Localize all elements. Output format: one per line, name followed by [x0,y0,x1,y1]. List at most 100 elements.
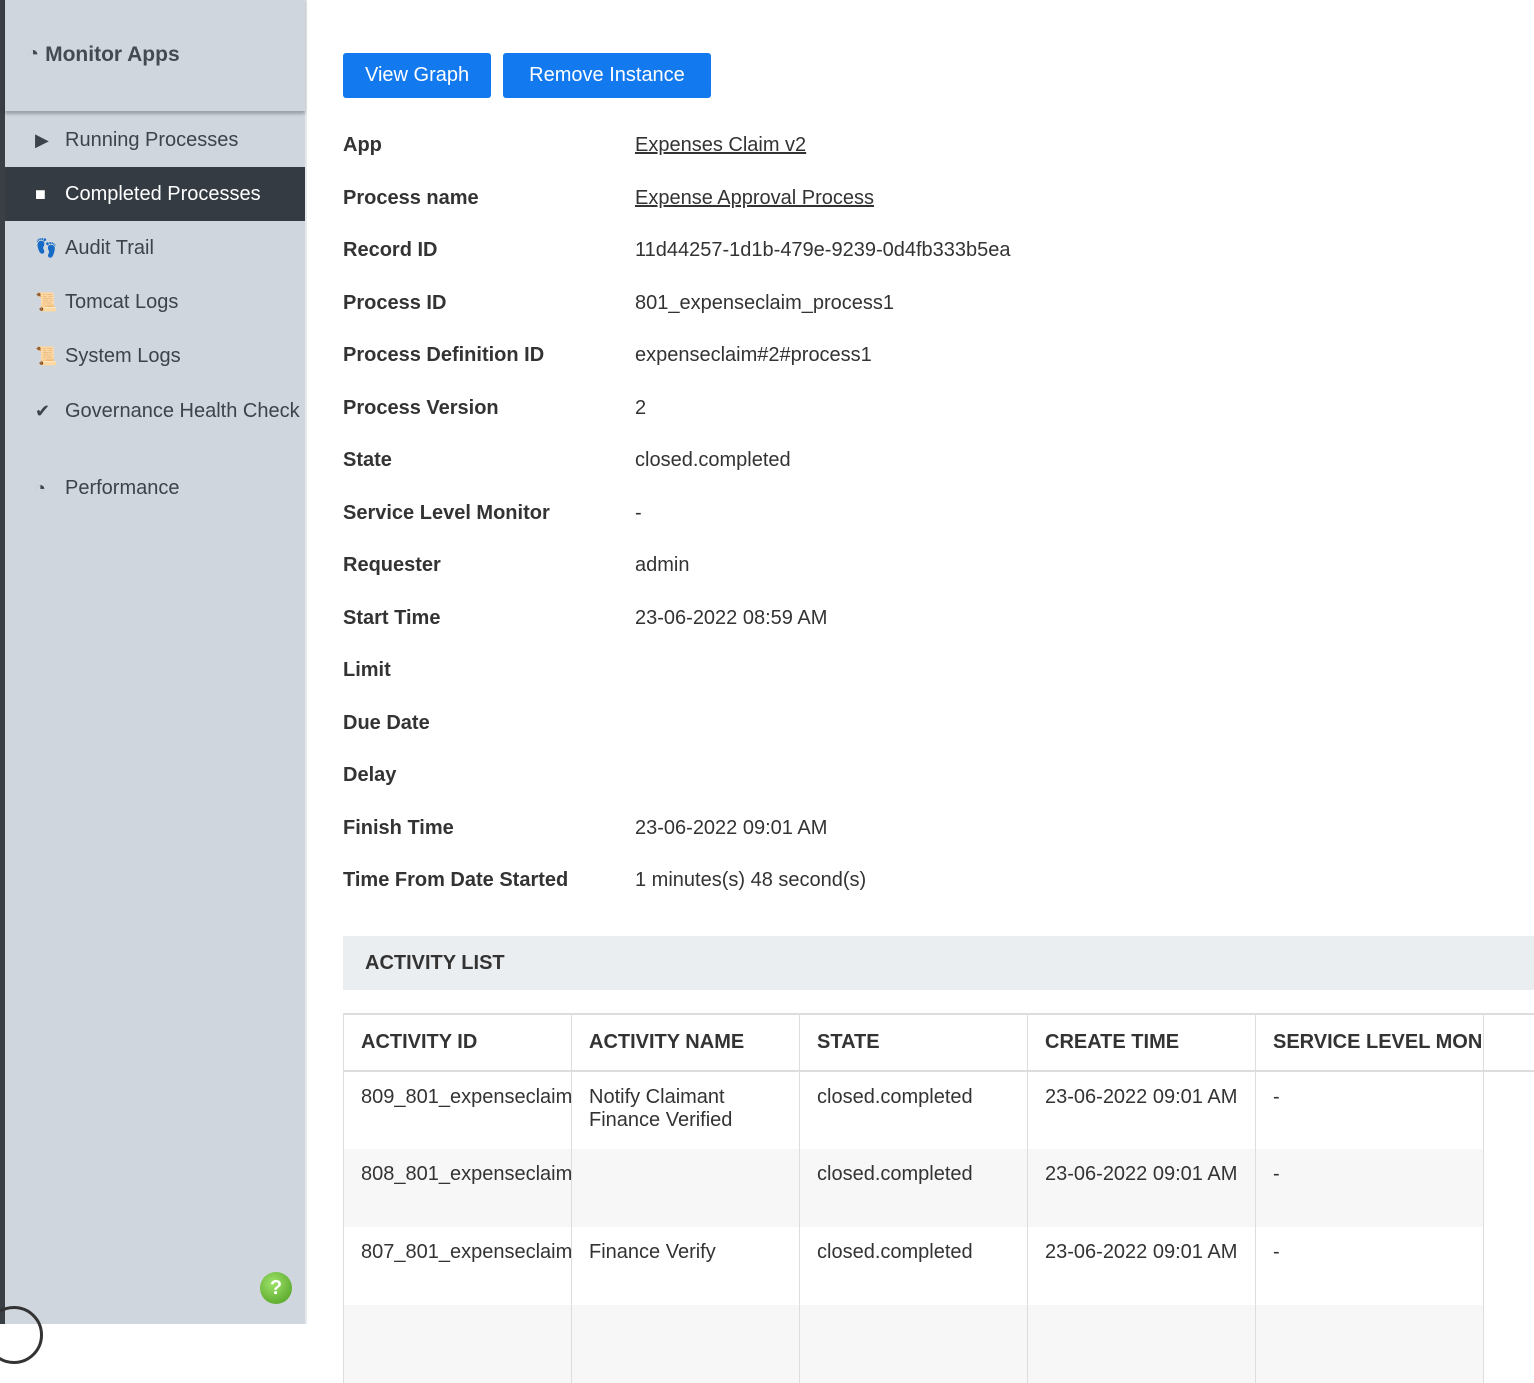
detail-value: closed.completed [635,449,791,472]
sidebar-item-completed-processes[interactable]: ■Completed Processes [5,167,305,221]
table-cell-spacer [1484,1071,1534,1149]
gauge-icon: ◔ [27,43,39,66]
scroll-icon: 📜 [35,290,65,314]
detail-label: State [343,449,392,472]
table-cell [572,1149,800,1227]
view-graph-button[interactable]: View Graph [343,53,491,98]
detail-label: Record ID [343,239,437,262]
detail-row: Requester admin [343,554,1343,584]
table-cell: closed.completed [800,1227,1028,1305]
table-row[interactable] [344,1305,1534,1383]
detail-value: 2 [635,397,646,420]
table-cell: closed.completed [800,1149,1028,1227]
detail-label: Finish Time [343,817,454,840]
column-header[interactable]: CREATE TIME [1028,1014,1256,1071]
detail-label: Service Level Monitor [343,502,550,525]
table-cell: 23-06-2022 09:01 AM [1028,1227,1256,1305]
detail-row: Limit [343,659,1343,689]
detail-link[interactable]: Expense Approval Process [635,187,874,210]
circle-icon [0,1306,43,1364]
column-header[interactable]: SERVICE LEVEL MON [1256,1014,1484,1071]
stop-icon: ■ [35,182,65,206]
detail-label: Requester [343,554,441,577]
footprints-icon: 👣 [35,236,65,260]
detail-row: Process ID 801_expenseclaim_process1 [343,292,1343,322]
detail-row: Finish Time 23-06-2022 09:01 AM [343,817,1343,847]
detail-row: App Expenses Claim v2 [343,134,1343,164]
table-cell [344,1305,572,1383]
detail-label: Limit [343,659,391,682]
check-circle-icon: ✔ [35,399,65,423]
sidebar-item-performance[interactable]: ◔Performance [5,461,305,515]
table-cell: closed.completed [800,1071,1028,1149]
sidebar-item-label: Tomcat Logs [65,290,178,314]
activity-list-header: ACTIVITY LIST [343,936,1534,990]
sidebar-item-governance-health-check[interactable]: ✔Governance Health Check [5,383,305,461]
play-icon: ▶ [35,128,65,152]
gauge-icon: ◔ [35,476,65,500]
table-cell [1028,1305,1256,1383]
detail-row: Record ID 11d44257-1d1b-479e-9239-0d4fb33… [343,239,1343,269]
detail-label: Due Date [343,712,430,735]
column-header[interactable]: ACTIVITY ID [344,1014,572,1071]
detail-row: Service Level Monitor - [343,502,1343,532]
detail-label: Process name [343,187,479,210]
sidebar-item-label: Governance Health Check [65,399,300,423]
detail-link[interactable]: Expenses Claim v2 [635,134,806,157]
detail-label: Process Version [343,397,499,420]
table-cell [1256,1305,1484,1383]
table-cell-spacer [1484,1149,1534,1227]
table-cell: 808_801_expenseclaim [344,1149,572,1227]
detail-label: App [343,134,382,157]
sidebar-item-system-logs[interactable]: 📜System Logs [5,329,305,383]
scroll-icon: 📜 [35,344,65,368]
detail-label: Process ID [343,292,446,315]
table-cell: - [1256,1071,1484,1149]
table-cell: 23-06-2022 09:01 AM [1028,1149,1256,1227]
detail-label: Start Time [343,607,440,630]
detail-row: Process name Expense Approval Process [343,187,1343,217]
table-cell: Notify Claimant Finance Verified [572,1071,800,1149]
detail-row: Delay [343,764,1343,794]
table-cell: Finance Verify [572,1227,800,1305]
detail-label: Time From Date Started [343,869,568,892]
detail-row: Start Time 23-06-2022 08:59 AM [343,607,1343,637]
remove-instance-button[interactable]: Remove Instance [503,53,711,98]
sidebar-item-running-processes[interactable]: ▶Running Processes [5,113,305,167]
column-header[interactable]: STATE [800,1014,1028,1071]
detail-value: expenseclaim#2#process1 [635,344,872,367]
sidebar-item-audit-trail[interactable]: 👣Audit Trail [5,221,305,275]
detail-value: 23-06-2022 09:01 AM [635,817,827,840]
sidebar-item-label: Audit Trail [65,236,154,260]
sidebar-item-label: Running Processes [65,128,238,152]
detail-value: 801_expenseclaim_process1 [635,292,894,315]
detail-row: Due Date [343,712,1343,742]
detail-value: - [635,502,642,525]
column-header[interactable]: ACTIVITY NAME [572,1014,800,1071]
sidebar-item-label: Completed Processes [65,182,261,206]
column-header-spacer [1484,1014,1534,1071]
table-cell-spacer [1484,1227,1534,1305]
sidebar-item-tomcat-logs[interactable]: 📜Tomcat Logs [5,275,305,329]
detail-label: Process Definition ID [343,344,544,367]
detail-row: Process Version 2 [343,397,1343,427]
detail-value: admin [635,554,689,577]
sidebar-brand[interactable]: ◔Monitor Apps [5,0,305,111]
table-cell: - [1256,1227,1484,1305]
sidebar: ◔Monitor Apps ▶Running Processes■Complet… [0,0,307,1324]
detail-row: Process Definition ID expenseclaim#2#proc… [343,344,1343,374]
detail-label: Delay [343,764,396,787]
help-icon[interactable]: ? [260,1272,292,1304]
table-cell: - [1256,1149,1484,1227]
table-cell: 23-06-2022 09:01 AM [1028,1071,1256,1149]
table-cell-spacer [1484,1305,1534,1383]
detail-value: 23-06-2022 08:59 AM [635,607,827,630]
table-cell [800,1305,1028,1383]
detail-value: 11d44257-1d1b-479e-9239-0d4fb333b5ea [635,239,1011,262]
table-cell: 807_801_expenseclaim [344,1227,572,1305]
